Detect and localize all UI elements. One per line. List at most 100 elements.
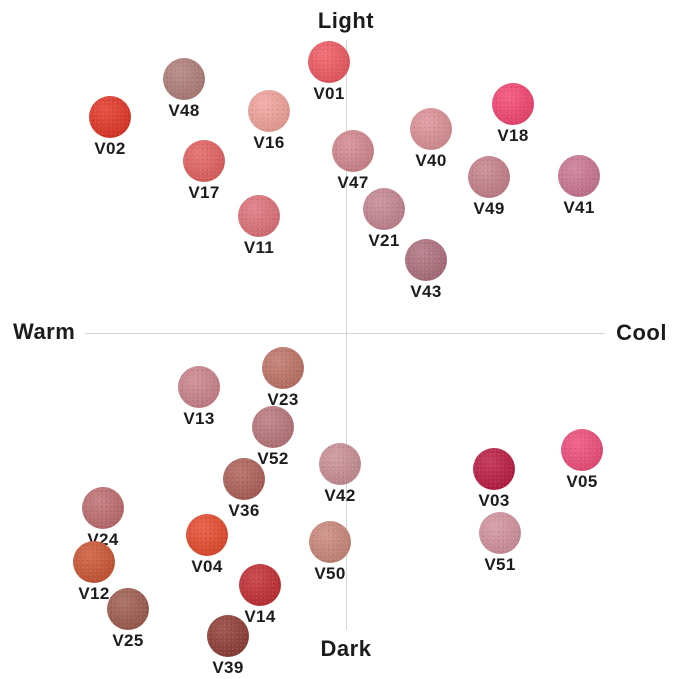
- shade-dot: [89, 96, 131, 138]
- shade-dot: [309, 521, 351, 563]
- shade-dot: [363, 188, 405, 230]
- shade-texture: [178, 366, 220, 408]
- swatch-label: V11: [243, 238, 275, 257]
- shade-texture: [183, 140, 225, 182]
- swatch-label: V17: [188, 183, 220, 202]
- shade-texture: [492, 83, 534, 125]
- swatch-v17: V17: [183, 140, 225, 202]
- shade-texture: [89, 96, 131, 138]
- swatch-label: V02: [94, 139, 126, 158]
- shade-dot: [319, 443, 361, 485]
- shade-texture: [479, 512, 521, 554]
- swatch-v49: V49: [468, 156, 510, 218]
- shade-texture: [107, 588, 149, 630]
- swatch-v18: V18: [492, 83, 534, 145]
- swatch-label: V49: [473, 199, 505, 218]
- shade-texture: [239, 564, 281, 606]
- swatch-label: V03: [478, 491, 510, 510]
- shade-texture: [558, 155, 600, 197]
- shade-texture: [163, 58, 205, 100]
- swatch-v36: V36: [223, 458, 265, 520]
- shade-dot: [163, 58, 205, 100]
- shade-texture: [248, 90, 290, 132]
- light-dark-axis-line: [346, 40, 347, 630]
- shade-texture: [223, 458, 265, 500]
- swatch-v02: V02: [89, 96, 131, 158]
- axis-label-light: Light: [317, 8, 375, 33]
- shade-dot: [561, 429, 603, 471]
- shade-dot: [410, 108, 452, 150]
- swatch-label: V43: [410, 282, 442, 301]
- swatch-v14: V14: [239, 564, 281, 626]
- swatch-v52: V52: [252, 406, 294, 468]
- axis-label-dark: Dark: [320, 636, 372, 661]
- swatch-v03: V03: [473, 448, 515, 510]
- swatch-v11: V11: [238, 195, 280, 257]
- swatch-label: V05: [566, 472, 598, 491]
- swatch-v40: V40: [410, 108, 452, 170]
- shade-texture: [82, 487, 124, 529]
- shade-dot: [405, 239, 447, 281]
- shade-dot: [308, 41, 350, 83]
- shade-dot: [238, 195, 280, 237]
- shade-texture: [308, 41, 350, 83]
- swatch-label: V51: [484, 555, 516, 574]
- shade-dot: [82, 487, 124, 529]
- shade-dot: [186, 514, 228, 556]
- swatch-v43: V43: [405, 239, 447, 301]
- shade-texture: [319, 443, 361, 485]
- shade-dot: [239, 564, 281, 606]
- swatch-label: V39: [212, 658, 244, 677]
- swatch-label: V42: [324, 486, 356, 505]
- shade-dot: [492, 83, 534, 125]
- shade-texture: [332, 130, 374, 172]
- shade-texture: [238, 195, 280, 237]
- axis-label-warm: Warm: [13, 319, 76, 344]
- swatch-label: V16: [253, 133, 285, 152]
- swatch-label: V13: [183, 409, 215, 428]
- shade-texture: [262, 347, 304, 389]
- swatch-v39: V39: [207, 615, 249, 677]
- shade-dot: [262, 347, 304, 389]
- axis-label-cool: Cool: [616, 320, 667, 345]
- swatch-label: V04: [191, 557, 223, 576]
- shade-texture: [561, 429, 603, 471]
- shade-texture: [473, 448, 515, 490]
- shade-texture: [252, 406, 294, 448]
- swatch-label: V47: [337, 173, 369, 192]
- swatch-label: V48: [168, 101, 200, 120]
- warm-cool-axis-line: [85, 333, 605, 334]
- swatch-label: V41: [563, 198, 595, 217]
- shade-texture: [207, 615, 249, 657]
- swatch-label: V40: [415, 151, 447, 170]
- swatch-label: V21: [368, 231, 400, 250]
- shade-texture: [309, 521, 351, 563]
- shade-texture: [186, 514, 228, 556]
- swatch-label: V36: [228, 501, 260, 520]
- swatch-v24: V24: [82, 487, 124, 549]
- shade-dot: [207, 615, 249, 657]
- swatch-label: V12: [78, 584, 110, 603]
- shade-dot: [223, 458, 265, 500]
- swatch-v21: V21: [363, 188, 405, 250]
- swatch-v04: V04: [186, 514, 228, 576]
- swatch-label: V18: [497, 126, 529, 145]
- shade-dot: [248, 90, 290, 132]
- shade-dot: [252, 406, 294, 448]
- shade-dot: [479, 512, 521, 554]
- shade-dot: [178, 366, 220, 408]
- swatch-label: V52: [257, 449, 289, 468]
- shade-dot: [73, 541, 115, 583]
- swatch-label: V50: [314, 564, 346, 583]
- swatch-v47: V47: [332, 130, 374, 192]
- swatch-label: V25: [112, 631, 144, 650]
- shade-texture: [405, 239, 447, 281]
- shade-texture: [410, 108, 452, 150]
- shade-dot: [468, 156, 510, 198]
- swatch-label: V14: [244, 607, 276, 626]
- swatch-v12: V12: [73, 541, 115, 603]
- shade-dot: [332, 130, 374, 172]
- swatch-v42: V42: [319, 443, 361, 505]
- swatch-v50: V50: [309, 521, 351, 583]
